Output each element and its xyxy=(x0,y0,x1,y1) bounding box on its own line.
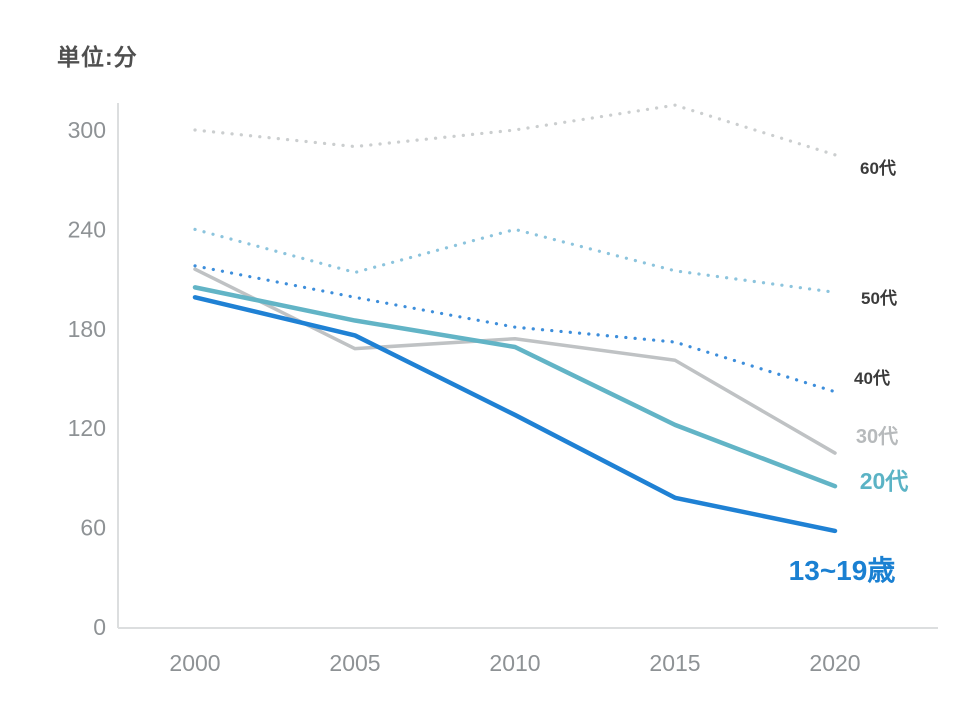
x-tick-label-2015: 2015 xyxy=(649,650,700,676)
y-tick-label-0: 0 xyxy=(93,614,106,640)
series-label-20代: 20代 xyxy=(860,468,909,494)
y-tick-label-240: 240 xyxy=(68,216,106,242)
series-label-40代: 40代 xyxy=(854,368,890,388)
series-line-20代 xyxy=(192,285,838,489)
chart-unit-title: 単位:分 xyxy=(57,44,138,70)
series-label-13~19歳: 13~19歳 xyxy=(789,555,896,586)
series-label-50代: 50代 xyxy=(861,288,897,308)
series-label-60代: 60代 xyxy=(860,158,896,178)
series-line-13~19歳 xyxy=(192,295,838,534)
series-line-30代 xyxy=(193,267,837,455)
series-label-30代: 30代 xyxy=(856,425,898,448)
series-line-60代 xyxy=(193,103,837,157)
x-tick-label-2005: 2005 xyxy=(329,650,380,676)
x-tick-label-2010: 2010 xyxy=(489,650,540,676)
y-tick-label-300: 300 xyxy=(68,117,106,143)
y-tick-label-60: 60 xyxy=(80,515,106,541)
series-line-50代 xyxy=(193,227,837,294)
y-tick-label-120: 120 xyxy=(68,415,106,441)
x-tick-label-2020: 2020 xyxy=(809,650,860,676)
series-line-40代 xyxy=(193,264,837,394)
y-tick-label-180: 180 xyxy=(68,316,106,342)
x-tick-label-2000: 2000 xyxy=(169,650,220,676)
